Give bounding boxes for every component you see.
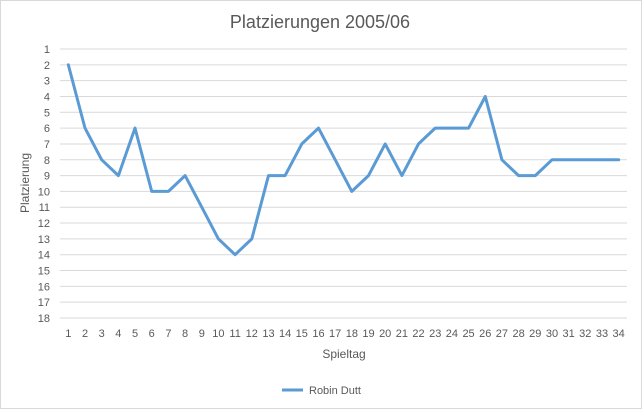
x-tick-label: 11 xyxy=(229,328,240,340)
x-tick-label: 7 xyxy=(165,328,171,340)
y-tick-label: 15 xyxy=(38,266,50,278)
x-tick-label: 29 xyxy=(529,328,541,340)
x-tick-label: 3 xyxy=(99,328,105,340)
y-tick-label: 18 xyxy=(38,313,50,325)
x-tick-label: 20 xyxy=(379,328,391,340)
y-tick-label: 11 xyxy=(39,202,50,214)
legend-label: Robin Dutt xyxy=(309,385,361,397)
y-tick-label: 14 xyxy=(38,250,50,262)
x-tick-label: 31 xyxy=(563,328,575,340)
x-tick-label: 30 xyxy=(546,328,558,340)
x-tick-label: 34 xyxy=(613,328,625,340)
y-tick-label: 3 xyxy=(44,76,50,88)
y-tick-label: 2 xyxy=(44,60,50,72)
x-tick-labels: 1 2 3 4 5 6 7 8 9 10 11 12 13 14 15 16 17 18 19 20 21 22 23 24 2… xyxy=(65,328,625,340)
x-tick-label: 4 xyxy=(115,328,121,340)
x-tick-label: 27 xyxy=(496,328,508,340)
x-tick-label: 10 xyxy=(212,328,224,340)
y-tick-label: 16 xyxy=(38,281,50,293)
y-tick-label: 17 xyxy=(38,297,50,309)
series-line xyxy=(66,63,621,257)
chart-title: Platzierungen 2005/06 xyxy=(230,12,410,32)
y-tick-label: 12 xyxy=(38,218,50,230)
x-tick-label: 26 xyxy=(479,328,491,340)
x-tick-label: 12 xyxy=(246,328,258,340)
x-tick-label: 17 xyxy=(329,328,341,340)
x-tick-label: 21 xyxy=(396,328,408,340)
x-tick-label: 28 xyxy=(512,328,524,340)
y-tick-label: 8 xyxy=(44,155,50,167)
x-tick-label: 2 xyxy=(82,328,88,340)
x-tick-label: 24 xyxy=(446,328,458,340)
grid-lines xyxy=(60,48,627,319)
x-axis-title: Spieltag xyxy=(322,347,365,361)
x-tick-label: 6 xyxy=(149,328,155,340)
y-tick-label: 4 xyxy=(44,91,50,103)
y-tick-label: 7 xyxy=(44,139,50,151)
y-tick-label: 1 xyxy=(44,44,50,56)
x-tick-label: 23 xyxy=(429,328,441,340)
y-tick-label: 10 xyxy=(38,186,50,198)
y-tick-label: 9 xyxy=(44,171,50,183)
x-tick-label: 1 xyxy=(65,328,71,340)
x-tick-label: 22 xyxy=(412,328,424,340)
x-tick-label: 25 xyxy=(462,328,474,340)
y-tick-label: 5 xyxy=(44,107,50,119)
x-tick-label: 16 xyxy=(312,328,324,340)
series-layer xyxy=(66,63,621,257)
y-tick-label: 13 xyxy=(38,234,50,246)
x-tick-label: 9 xyxy=(199,328,205,340)
x-tick-label: 18 xyxy=(346,328,358,340)
x-tick-label: 32 xyxy=(579,328,591,340)
y-axis-title: Platzierung xyxy=(18,153,32,213)
x-tick-label: 5 xyxy=(132,328,138,340)
x-tick-label: 14 xyxy=(279,328,291,340)
x-tick-label: 19 xyxy=(362,328,374,340)
x-tick-label: 13 xyxy=(262,328,274,340)
x-tick-label: 8 xyxy=(182,328,188,340)
legend: Robin Dutt xyxy=(282,385,361,397)
x-tick-label: 15 xyxy=(296,328,308,340)
x-tick-label: 33 xyxy=(596,328,608,340)
y-tick-label: 6 xyxy=(44,123,50,135)
